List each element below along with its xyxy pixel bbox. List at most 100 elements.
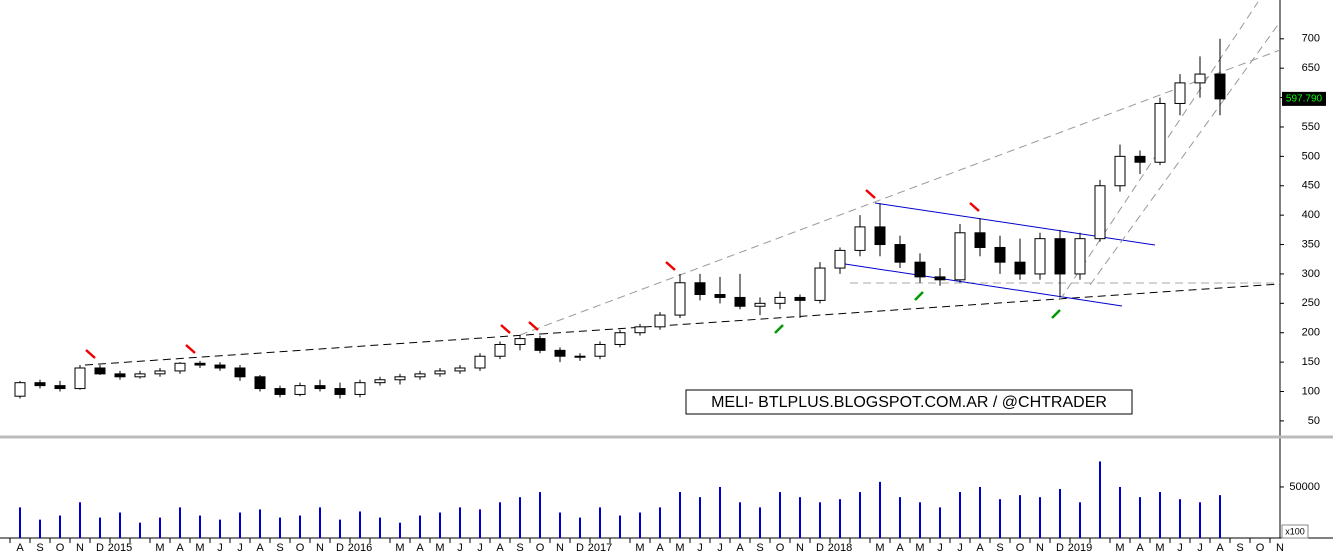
channel-line [844,263,1123,307]
x-tick-label: M [155,542,164,554]
candle-body [74,367,86,390]
y-tick-label: 100 [1302,385,1320,397]
x-tick-label: J [1177,542,1183,554]
candle-body [1154,102,1166,163]
candle-body [274,388,286,395]
candle-body [794,296,806,301]
candle-body [234,367,246,378]
x-tick-label: A [496,542,504,554]
candle-body [134,373,146,378]
arrow [914,291,924,301]
candle-body [974,232,986,248]
candle-body [694,282,706,296]
candle-body [394,376,406,381]
x-tick-label: D [336,542,344,554]
y-tick-label: 700 [1302,33,1320,45]
x-tick-label: J [1197,542,1203,554]
candle-body [1054,238,1066,275]
candle-body [434,370,446,375]
candle-body [654,314,666,328]
resistance-line [519,49,1281,336]
candle-body [834,249,846,269]
x-tick-label: J [457,542,463,554]
candle-body [814,267,826,301]
x-tick-label: M [1155,542,1164,554]
candle-body [374,379,386,384]
candle-body [1194,73,1206,84]
candle-body [854,226,866,251]
candle-body [1034,238,1046,275]
candle-body [214,364,226,369]
x-tick-label: D [576,542,584,554]
x-tick-label: O [1016,542,1025,554]
y-tick-label: 250 [1302,297,1320,309]
x-tick-label: M [395,542,404,554]
candle-body [1014,261,1026,275]
x-tick-label: M [435,542,444,554]
candle-body [154,370,166,375]
candle-body [634,326,646,334]
y-tick-label: 500 [1302,150,1320,162]
x-tick-label: M [635,542,644,554]
x-tick-label: S [1236,542,1243,554]
candle-body [194,362,206,366]
annotation-box [685,389,1133,415]
x-tick-label: O [1256,542,1265,554]
candle-body [594,343,606,357]
x-tick-label: N [1276,542,1284,554]
x-tick-label: M [195,542,204,554]
x-tick-label: J [237,542,243,554]
candle-body [734,296,746,307]
y-tick-label: 300 [1302,268,1320,280]
candle-body [1074,238,1086,275]
arrow [969,202,980,212]
candle-body [54,385,66,390]
x-tick-label: N [76,542,84,554]
x-tick-label: 2018 [828,542,852,554]
x-tick-label: A [1216,542,1224,554]
support-line [84,333,541,366]
arrow [1051,309,1061,319]
channel-steep [1089,21,1281,286]
x-tick-label: O [776,542,785,554]
candle-body [614,332,626,345]
x-tick-label: A [416,542,424,554]
candle-body [294,385,306,395]
y-tick-label: 200 [1302,327,1320,339]
x-tick-label: J [937,542,943,554]
candle-body [514,338,526,345]
arrow [665,261,676,271]
arrow [774,324,784,334]
candle-body [874,226,886,246]
candle-body [554,349,566,357]
x-tick-label: S [276,542,283,554]
x-tick-label: O [56,542,65,554]
x-tick-label: 2016 [348,542,372,554]
x-tick-label: S [996,542,1003,554]
channel-steep [1059,1,1259,301]
candle-body [474,355,486,369]
x-tick-label: N [316,542,324,554]
candle-body [1174,82,1186,104]
arrow [528,321,539,331]
x-tick-label: O [296,542,305,554]
candle-body [314,385,326,390]
x-tick-label: N [796,542,804,554]
candle-body [94,367,106,375]
arrow [185,344,196,354]
x-tick-label: A [656,542,664,554]
candle-body [14,382,26,397]
candle-body [934,276,946,281]
x-tick-label: M [1115,542,1124,554]
candle-body [894,244,906,263]
candle-body [574,355,586,358]
y-tick-label: 350 [1302,238,1320,250]
candle-body [454,367,466,372]
x-tick-label: M [915,542,924,554]
x-tick-label: J [717,542,723,554]
candle-body [714,294,726,298]
candle-body [414,373,426,378]
arrow [865,189,876,199]
x-tick-label: J [697,542,703,554]
